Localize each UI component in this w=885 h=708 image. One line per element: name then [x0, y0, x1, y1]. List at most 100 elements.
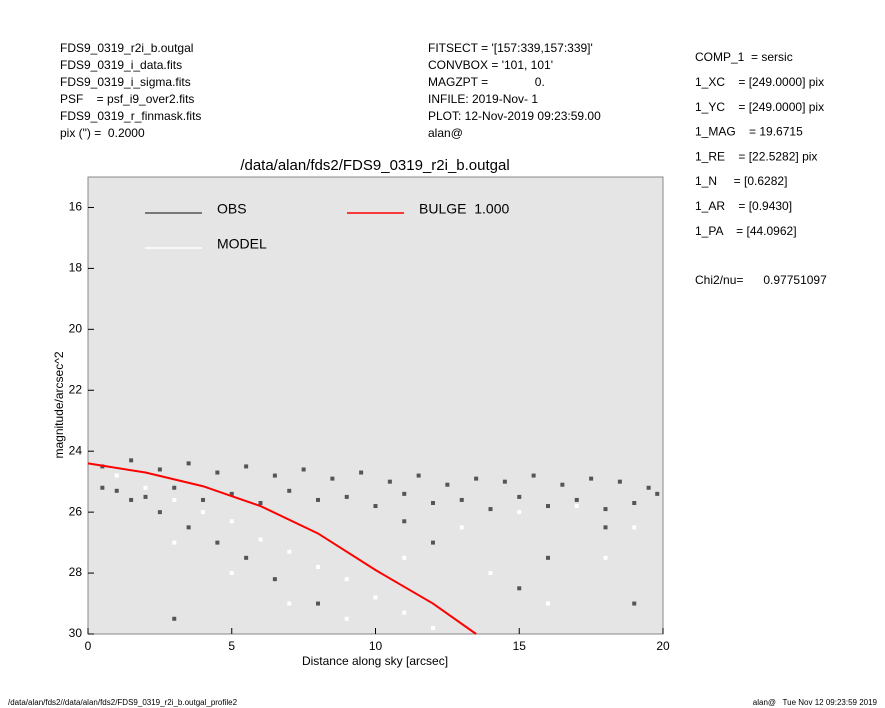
data-point [344, 494, 349, 499]
data-point [589, 476, 594, 481]
data-point [387, 479, 392, 484]
data-point [344, 577, 349, 582]
data-point [201, 510, 205, 515]
data-point [546, 601, 550, 606]
data-point [344, 616, 349, 621]
chart-title: /data/alan/fds2/FDS9_0319_r2i_b.outgal [240, 157, 509, 174]
header-right: COMP_1 = sersic [695, 50, 793, 64]
data-point [488, 571, 493, 576]
header-right: 1_MAG = 19.6715 [695, 125, 803, 139]
plot-area [87, 176, 664, 635]
data-point [129, 497, 134, 502]
data-point [459, 497, 464, 502]
data-point [373, 595, 378, 600]
data-point [244, 464, 249, 469]
data-point [632, 525, 637, 530]
data-point [445, 482, 450, 487]
data-point [416, 473, 421, 478]
data-point [301, 467, 306, 472]
data-point [172, 616, 177, 621]
legend-label: MODEL [217, 236, 267, 252]
data-point [459, 525, 464, 530]
data-point [186, 461, 191, 466]
x-tick-label: 10 [369, 639, 383, 653]
header-left: FDS9_0319_r_finmask.fits [60, 109, 201, 123]
data-point [574, 504, 579, 509]
header-left: FDS9_0319_i_data.fits [60, 58, 182, 72]
data-point [100, 485, 105, 490]
data-point [646, 485, 651, 490]
y-axis-label: magnitude/arcsec^2 [52, 351, 66, 458]
data-point [287, 601, 292, 606]
legend-label: OBS [217, 201, 247, 217]
data-point [431, 625, 435, 630]
data-point [258, 537, 263, 542]
data-point [172, 485, 177, 490]
data-point [229, 491, 234, 496]
y-tick-label: 22 [69, 382, 83, 396]
data-point [157, 510, 162, 515]
data-point [172, 497, 177, 502]
data-point [603, 555, 608, 560]
data-point [258, 500, 263, 505]
header-middle: MAGZPT = 0. [428, 75, 545, 89]
y-tick-label: 24 [69, 443, 83, 457]
header-right: 1_N = [0.6282] [695, 174, 787, 188]
data-point [655, 491, 660, 496]
data-point [402, 610, 407, 615]
data-point [488, 507, 493, 512]
data-point [431, 540, 435, 545]
header-right: 1_XC = [249.0000] pix [695, 75, 824, 89]
y-tick-label: 20 [69, 322, 83, 336]
data-point [359, 470, 364, 475]
y-tick-label: 28 [69, 565, 83, 579]
x-axis-label: Distance along sky [arcsec] [302, 654, 448, 668]
data-point [143, 494, 148, 499]
data-point [229, 519, 234, 524]
header-left: FDS9_0319_i_sigma.fits [60, 75, 191, 89]
x-tick-label: 15 [513, 639, 527, 653]
y-tick-label: 18 [69, 261, 83, 275]
footer-left: /data/alan/fds2//data/alan/fds2/FDS9_031… [8, 698, 238, 707]
chi2: Chi2/nu= 0.97751097 [695, 273, 827, 287]
y-tick-label: 30 [69, 626, 83, 640]
data-point [215, 540, 220, 545]
data-point [201, 497, 205, 502]
data-point [157, 467, 162, 472]
data-point [129, 458, 134, 463]
data-point [287, 549, 292, 554]
data-point [373, 504, 378, 509]
footer-right: alan@ Tue Nov 12 09:23:59 2019 [753, 698, 878, 707]
data-point [272, 577, 277, 582]
data-point [517, 586, 522, 591]
header-right: 1_RE = [22.5282] pix [695, 149, 817, 163]
header-middle: INFILE: 2019-Nov- 1 [428, 92, 538, 106]
data-point [114, 473, 119, 478]
data-point [431, 500, 435, 505]
data-point [632, 500, 637, 505]
data-point [517, 510, 522, 515]
data-point [402, 519, 407, 524]
data-point [244, 555, 249, 560]
data-point [143, 485, 148, 490]
data-point [560, 482, 565, 487]
data-point [229, 571, 234, 576]
data-point [172, 540, 177, 545]
data-point [272, 473, 277, 478]
header-middle: FITSECT = '[157:339,157:339]' [428, 41, 593, 55]
model-line [87, 462, 477, 635]
x-tick-label: 0 [85, 639, 92, 653]
data-point [603, 525, 608, 530]
data-point [617, 479, 622, 484]
data-point [215, 470, 220, 475]
header-middle: alan@ [428, 126, 463, 140]
header-right: 1_AR = [0.9430] [695, 199, 792, 213]
data-point [402, 555, 407, 560]
data-point [316, 564, 320, 569]
data-point [402, 491, 407, 496]
data-point [474, 476, 479, 481]
header-middle: PLOT: 12-Nov-2019 09:23:59.00 [428, 109, 601, 123]
x-tick-label: 5 [228, 639, 235, 653]
header-left: FDS9_0319_r2i_b.outgal [60, 41, 193, 55]
